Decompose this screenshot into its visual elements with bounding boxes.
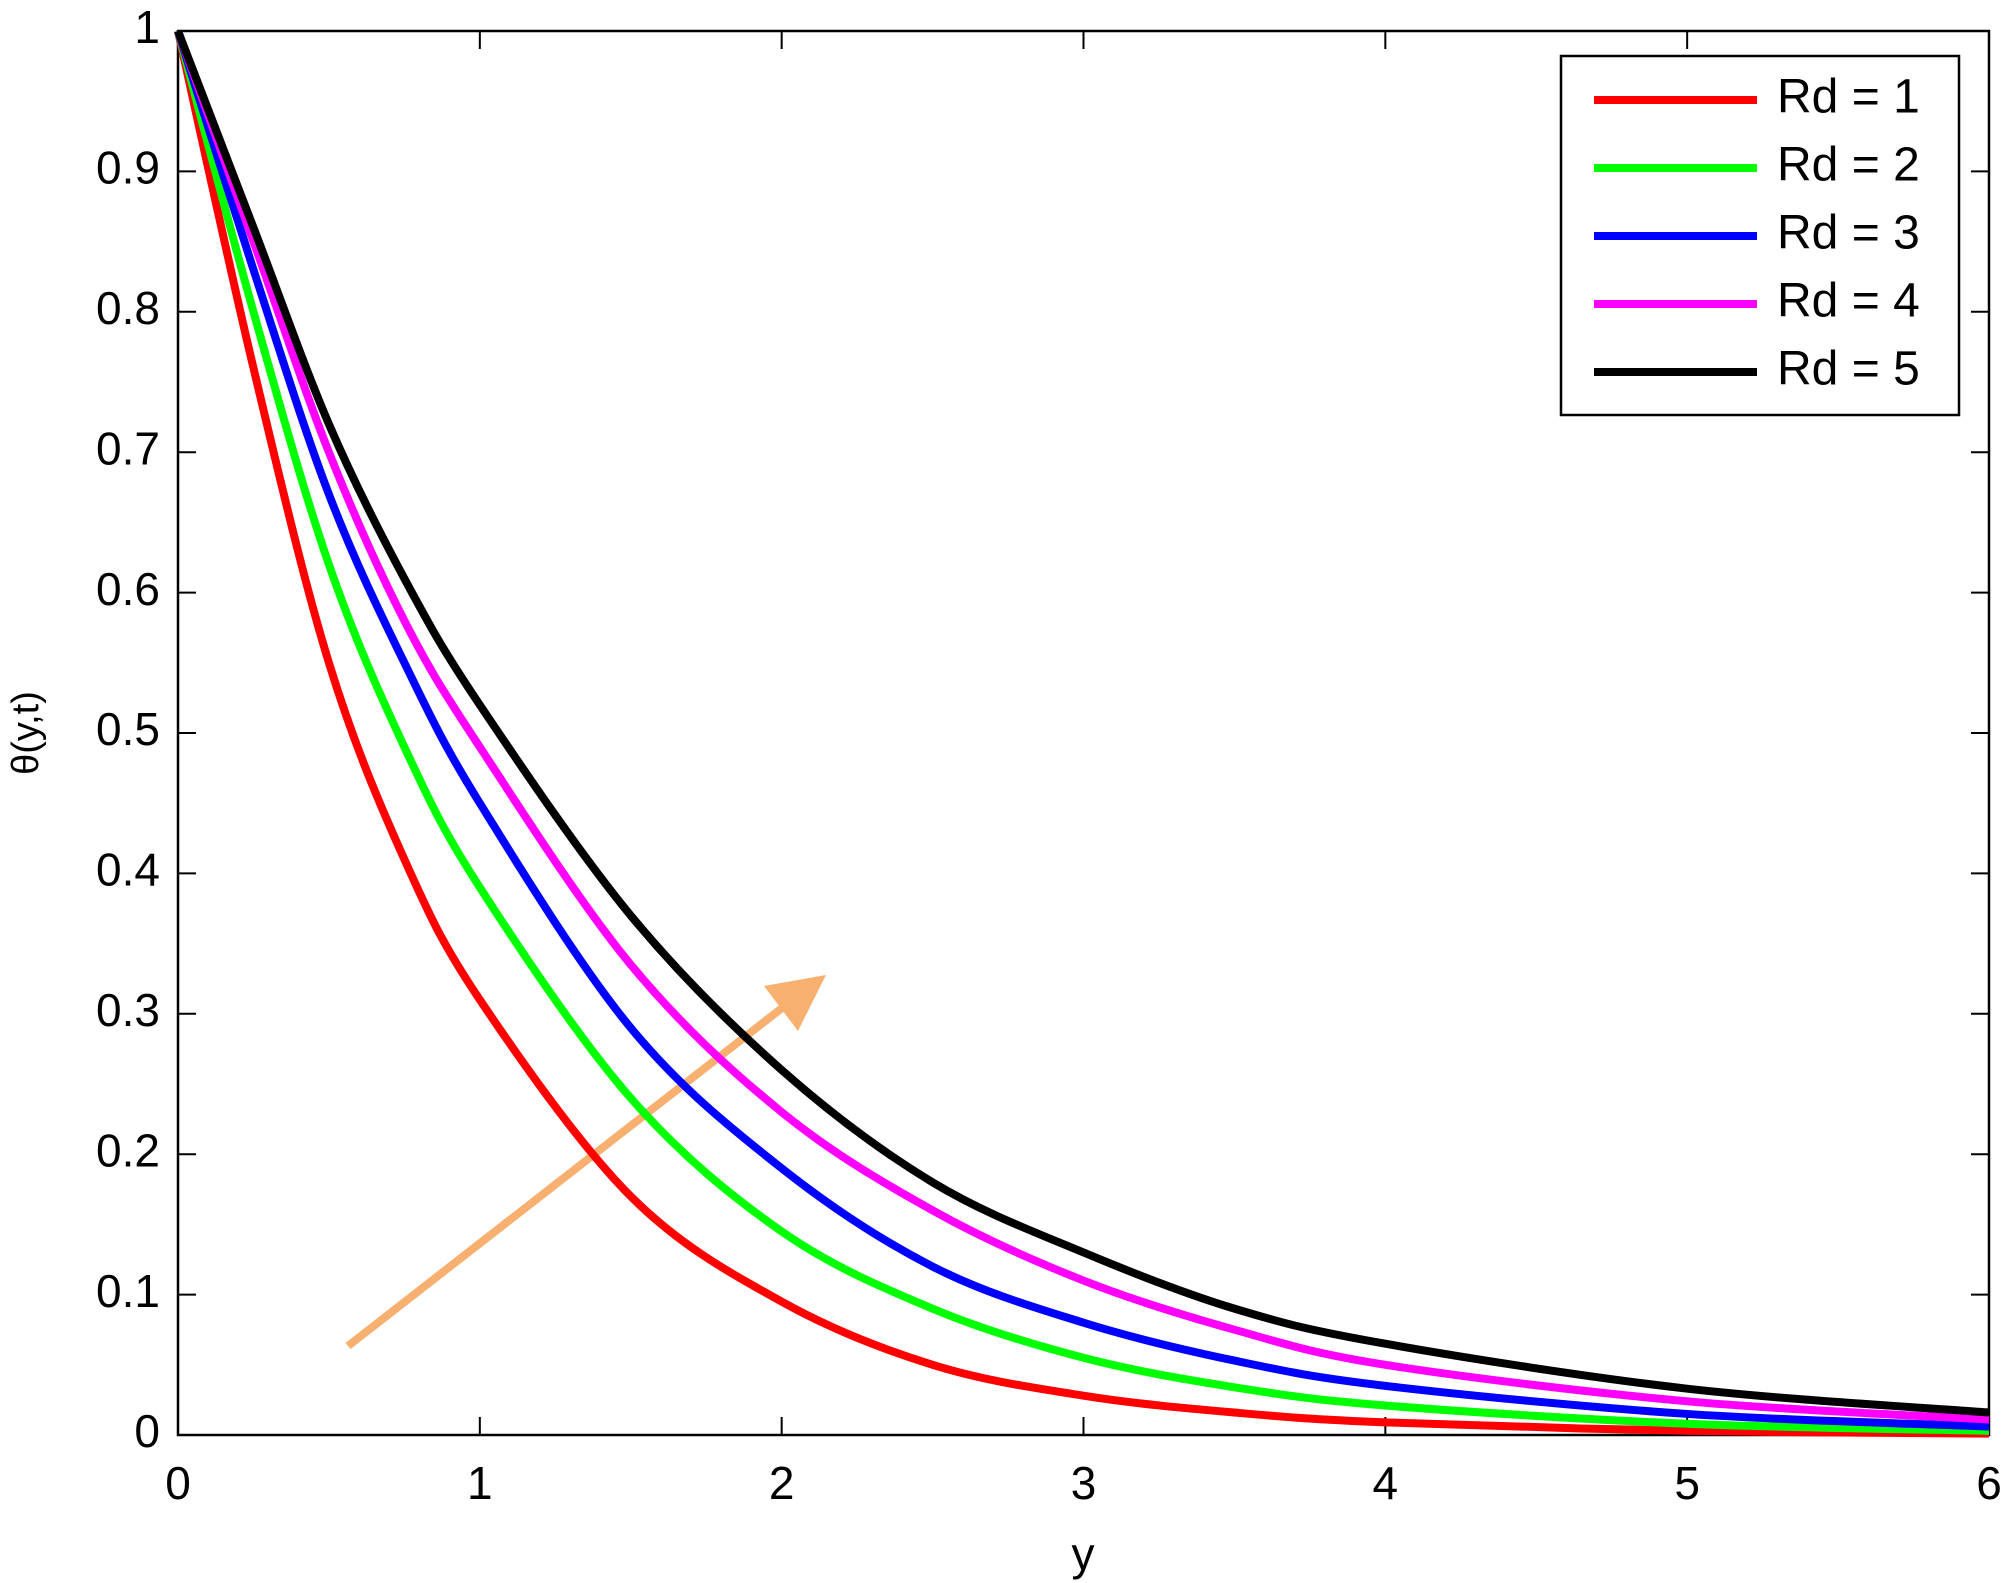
x-tick-label: 1 bbox=[467, 1457, 493, 1509]
arrow-head bbox=[764, 975, 826, 1031]
x-tick-label: 0 bbox=[165, 1457, 191, 1509]
series-line bbox=[174, 30, 1990, 1438]
y-tick-label: 0.6 bbox=[96, 563, 160, 615]
series-line bbox=[174, 29, 1990, 1435]
x-tick-label: 3 bbox=[1071, 1457, 1097, 1509]
legend-label: Rd = 1 bbox=[1777, 71, 1920, 124]
x-tick-label: 6 bbox=[1976, 1457, 2002, 1509]
annotation-arrow bbox=[345, 975, 826, 1350]
y-tick-label: 0.8 bbox=[96, 282, 160, 334]
legend-label: Rd = 4 bbox=[1777, 275, 1920, 328]
x-tick-label: 5 bbox=[1674, 1457, 1700, 1509]
y-tick-label: 0.7 bbox=[96, 422, 160, 474]
y-tick-label: 0.2 bbox=[96, 1124, 160, 1176]
series-line bbox=[174, 29, 1990, 1431]
y-tick-label: 1 bbox=[134, 1, 160, 53]
legend: Rd = 1 Rd = 2 Rd = 3 Rd = 4 Rd = 5 bbox=[1559, 54, 1961, 417]
legend-label: Rd = 5 bbox=[1777, 343, 1920, 396]
series-line bbox=[174, 29, 1990, 1417]
y-axis-label: θ(y,t) bbox=[5, 691, 47, 775]
y-tick-label: 0.9 bbox=[96, 142, 160, 194]
y-tick-label: 0.3 bbox=[96, 984, 160, 1036]
arrow-shaft bbox=[345, 990, 803, 1350]
y-tick-label: 0.1 bbox=[96, 1265, 160, 1317]
y-tick-label: 0.4 bbox=[96, 844, 160, 896]
x-tick-label: 2 bbox=[769, 1457, 795, 1509]
legend-label: Rd = 2 bbox=[1777, 139, 1920, 192]
legend-label: Rd = 3 bbox=[1777, 207, 1920, 260]
x-tick-label: 4 bbox=[1373, 1457, 1399, 1509]
x-axis-label: y bbox=[1072, 1528, 1095, 1580]
series-line bbox=[174, 29, 1990, 1424]
y-tick-label: 0 bbox=[134, 1405, 160, 1457]
y-tick-label: 0.5 bbox=[96, 703, 160, 755]
